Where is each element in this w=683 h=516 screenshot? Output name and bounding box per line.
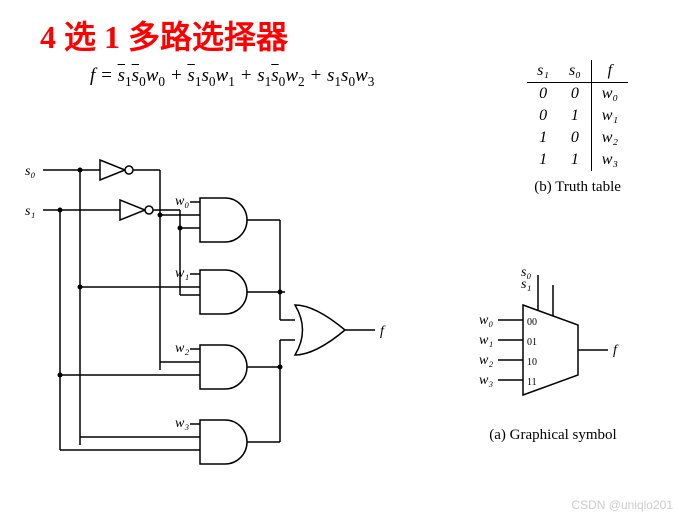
circuit-diagram: s₀ s₁ w₀ [25,150,405,490]
symbol-caption: (a) Graphical symbol [463,427,643,444]
and-gate-1: w₁ [78,266,281,314]
truth-table: s₁ s₀ f 00w₀ 01w₁ 10w₂ 11w₃ (b) Truth ta… [527,60,628,196]
svg-text:f: f [613,343,619,358]
svg-text:w₃: w₃ [175,416,189,431]
svg-text:00: 00 [527,317,537,328]
truth-table-caption: (b) Truth table [527,179,628,196]
svg-text:w₀: w₀ [479,313,493,328]
page-title: 4 选 1 多路选择器 [40,12,288,58]
and-gate-3: w₃ [60,416,280,464]
equation: f = s1s0w0 + s1s0w1 + s1s0w2 + s1s0w3 [90,65,374,90]
svg-text:w₀: w₀ [175,194,189,209]
svg-text:w₁: w₁ [175,266,189,281]
svg-text:w₂: w₂ [479,353,493,368]
output-f: f [380,324,386,339]
svg-text:w₁: w₁ [479,333,493,348]
svg-text:w₃: w₃ [479,373,493,388]
and-gate-2: w₂ [58,341,281,389]
svg-text:01: 01 [527,337,537,348]
graphical-symbol: s₀ s₁ w₀ w₁ w₂ w₃ 00 01 10 11 f (a) Grap… [463,260,643,460]
s1-label: s₁ [25,204,35,219]
svg-text:s₁: s₁ [521,277,531,292]
and-gate-0: w₀ [158,194,281,242]
svg-text:10: 10 [527,357,537,368]
s0-label: s₀ [25,164,35,179]
or-gate: f [295,305,386,355]
svg-text:11: 11 [527,377,537,388]
svg-text:w₂: w₂ [175,341,189,356]
watermark: CSDN @uniqlo201 [571,498,673,512]
